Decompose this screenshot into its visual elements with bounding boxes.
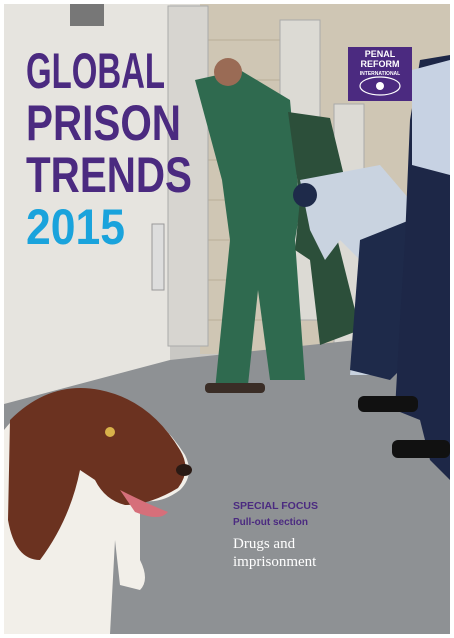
- focus-topic: Drugs and: [233, 536, 296, 552]
- door-plate: [152, 224, 164, 290]
- focus-label: SPECIAL FOCUS: [233, 500, 318, 512]
- boots: [392, 440, 450, 458]
- page: GLOBAL PRISON TRENDS 2015 PENAL REFORM I…: [0, 0, 454, 638]
- logo: PENAL REFORM INTERNATIONAL: [348, 47, 412, 101]
- boots-2: [358, 396, 418, 412]
- dog-nose: [176, 464, 192, 476]
- title-year: 2015: [26, 199, 125, 255]
- logo-text: REFORM: [361, 59, 400, 69]
- logo-text: PENAL: [365, 49, 396, 59]
- focus-topic: imprisonment: [233, 554, 317, 570]
- vent: [70, 4, 104, 26]
- logo-pupil: [376, 82, 384, 90]
- logo-text: INTERNATIONAL: [360, 71, 400, 77]
- prisoner-head: [214, 58, 242, 86]
- officer-shirt: [412, 60, 450, 175]
- sandals: [205, 383, 265, 393]
- title-line: TRENDS: [26, 147, 192, 203]
- title-line: PRISON: [26, 95, 181, 151]
- focus-subtitle: Pull-out section: [233, 517, 308, 528]
- cover: GLOBAL PRISON TRENDS 2015 PENAL REFORM I…: [0, 0, 454, 638]
- officer-cap: [293, 183, 317, 207]
- title-line: GLOBAL: [26, 43, 165, 99]
- dog-eye: [105, 427, 115, 437]
